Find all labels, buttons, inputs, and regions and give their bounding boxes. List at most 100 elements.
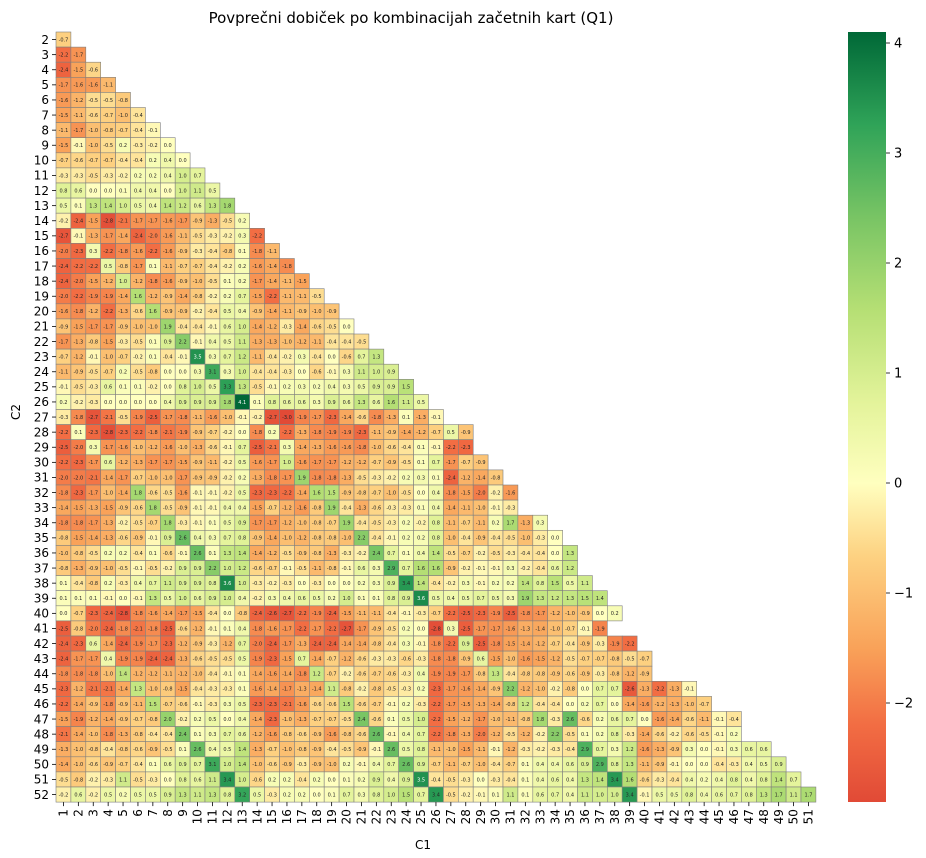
cell-value-label: 1.3 (566, 596, 574, 602)
cell-value-label: 0.5 (238, 490, 246, 496)
cell-value-label: 0.1 (521, 762, 529, 768)
cell-value-label: 0.1 (343, 777, 351, 783)
cell-value-label: -1.2 (178, 641, 188, 647)
cell-value-label: -0.4 (491, 536, 501, 542)
cell-value-label: 0.5 (462, 596, 470, 602)
cell-value-label: -1.8 (297, 672, 307, 678)
cell-value-label: 1.2 (313, 672, 321, 678)
x-tick-label: 22 (370, 809, 384, 824)
cell-value-label: 0.7 (387, 551, 395, 557)
x-tick-label: 27 (444, 809, 458, 824)
cell-value-label: -1.6 (252, 687, 262, 693)
cell-value-label: -1.3 (88, 505, 98, 511)
cell-value-label: 0.1 (253, 400, 261, 406)
cell-value-label: -1.4 (59, 762, 69, 768)
cell-value-label: -0.9 (327, 309, 337, 315)
cell-value-label: 0.2 (417, 536, 425, 542)
cell-value-label: -2.0 (88, 626, 98, 632)
colorbar-tick-label: −2 (894, 697, 913, 712)
cell-value-label: -0.1 (371, 747, 381, 753)
cell-value-label: -2.4 (267, 641, 277, 647)
y-tick-label: 46 (34, 697, 49, 711)
cell-value-label: 0.9 (238, 521, 246, 527)
cell-value-label: 0.5 (104, 264, 112, 270)
cell-value-label: -1.7 (103, 234, 113, 240)
cell-value-label: -0.7 (267, 505, 277, 511)
y-tick-label: 19 (34, 289, 49, 303)
cell-value-label: 1.4 (596, 596, 604, 602)
cell-value-label: 0.5 (238, 460, 246, 466)
cell-value-label: -0.7 (133, 717, 143, 723)
cell-value-label: 1.5 (551, 581, 559, 587)
cell-value-label: -1.7 (73, 128, 83, 134)
cell-value-label: -0.7 (431, 611, 441, 617)
x-tick-label: 29 (474, 809, 488, 824)
cell-value-label: 0.4 (164, 158, 172, 164)
cell-value-label: -1.8 (73, 309, 83, 315)
cell-value-label: -0.8 (357, 490, 367, 496)
cell-value-label: 1.0 (596, 792, 604, 798)
cell-value-label: -1.3 (669, 702, 679, 708)
cell-value-label: -0.3 (208, 702, 218, 708)
cell-value-label: -1.4 (118, 234, 128, 240)
cell-value-label: -1.6 (640, 702, 650, 708)
cell-value-label: -2.2 (103, 249, 113, 255)
cell-value-label: -1.6 (520, 656, 530, 662)
cell-value-label: -0.3 (59, 415, 69, 421)
cell-value-label: -1.4 (312, 656, 322, 662)
cell-value-label: -1.0 (520, 536, 530, 542)
cell-value-label: 2.6 (402, 762, 410, 768)
cell-value-label: 1.0 (372, 370, 380, 376)
cell-value-label: -0.4 (565, 641, 575, 647)
cell-value-label: 2.6 (194, 747, 202, 753)
cell-value-label: -1.9 (595, 626, 605, 632)
cell-value-label: 0.7 (402, 566, 410, 572)
y-tick-label: 24 (34, 365, 49, 379)
cell-value-label: 1.0 (179, 188, 187, 194)
cell-value-label: -0.6 (133, 309, 143, 315)
cell-value-label: -2.5 (461, 626, 471, 632)
cell-value-label: 0.4 (551, 762, 559, 768)
cell-value-label: -0.1 (476, 792, 486, 798)
cell-value-label: -1.0 (476, 762, 486, 768)
cell-value-label: -0.7 (371, 460, 381, 466)
cell-value-label: -0.3 (401, 687, 411, 693)
cell-value-label: -2.4 (59, 68, 69, 74)
cell-value-label: -0.5 (193, 234, 203, 240)
cell-value-label: 0.5 (104, 792, 112, 798)
y-tick-label: 37 (34, 561, 49, 575)
cell-value-label: -1.4 (476, 475, 486, 481)
cell-value-label: 1.0 (387, 792, 395, 798)
cell-value-label: -0.9 (178, 505, 188, 511)
colorbar (848, 32, 886, 802)
cell-value-label: -1.4 (357, 641, 367, 647)
cell-value-label: -1.9 (178, 430, 188, 436)
cell-value-label: -1.0 (163, 475, 173, 481)
cell-value-label: -0.8 (88, 747, 98, 753)
cell-value-label: 3.4 (223, 777, 231, 783)
cell-value-label: 1.3 (208, 792, 216, 798)
cell-value-label: -1.2 (282, 521, 292, 527)
cell-value-label: -1.4 (103, 475, 113, 481)
x-tick-label: 46 (727, 809, 741, 824)
cell-value-label: -2.1 (103, 415, 113, 421)
cell-value-label: -0.8 (327, 566, 337, 572)
cell-value-label: -1.1 (163, 672, 173, 678)
cell-value-label: -1.1 (133, 702, 143, 708)
cell-value-label: 0.8 (745, 792, 753, 798)
cell-value-label: 0.9 (208, 596, 216, 602)
cell-value-label: 0.5 (566, 581, 574, 587)
cell-value-label: -0.5 (565, 732, 575, 738)
x-tick-label: 49 (772, 809, 786, 824)
cell-value-label: -0.2 (163, 566, 173, 572)
cell-value-label: -2.3 (267, 717, 277, 723)
x-tick-label: 41 (653, 809, 667, 824)
colorbar-tick-label: 1 (894, 367, 902, 382)
cell-value-label: -0.1 (222, 672, 232, 678)
cell-value-label: 0.4 (164, 173, 172, 179)
cell-value-label: -0.4 (565, 747, 575, 753)
cell-value-label: -0.1 (73, 234, 83, 240)
colorbar-tick-label: 4 (894, 37, 902, 52)
cell-value-label: 0.1 (149, 762, 157, 768)
cell-value-label: -1.9 (252, 656, 262, 662)
